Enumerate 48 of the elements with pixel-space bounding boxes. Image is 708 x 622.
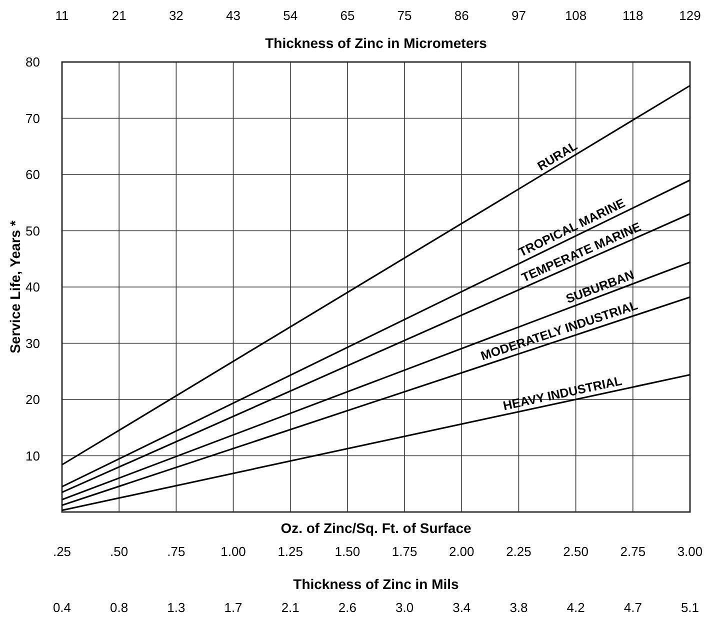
text: 2.6 <box>338 600 356 615</box>
x2-tick-label: 43 <box>226 8 241 23</box>
y-tick-label: 80 <box>26 54 40 70</box>
y-tick-label: 20 <box>26 392 40 408</box>
x-tick-label: 2.50 <box>563 544 588 559</box>
x2-tick-label: 11 <box>55 8 69 23</box>
x2-axis-title: Thickness of Zinc in Micrometers <box>265 35 488 51</box>
y-tick-label: 60 <box>26 167 40 182</box>
x2-tick-label: 129 <box>679 8 701 23</box>
x2-tick-label: 86 <box>454 8 469 23</box>
text: Thickness of Zinc in Mils <box>293 576 460 592</box>
text: 5.1 <box>680 600 700 615</box>
x-tick-label: .50 <box>110 544 128 559</box>
y-tick-label: 30 <box>26 336 40 351</box>
y-tick-label: 50 <box>26 223 40 238</box>
x-tick-label: 3.00 <box>677 544 703 559</box>
text: 0.8 <box>110 600 128 615</box>
x2-tick-label: 21 <box>112 8 126 23</box>
text: 4.7 <box>624 600 642 615</box>
x-tick-label: 1.50 <box>334 544 360 559</box>
x-tick-label: 2.75 <box>620 544 646 559</box>
text: 0.4 <box>52 600 72 615</box>
y-tick-label: 10 <box>26 448 40 464</box>
x2-tick-label: 54 <box>283 8 298 23</box>
y-tick-label: 40 <box>26 280 40 295</box>
x-tick-label: 2.00 <box>448 544 474 559</box>
x-axis-title: Oz. of Zinc/Sq. Ft. of Surface <box>280 520 472 536</box>
text: 3.8 <box>510 600 528 615</box>
text: 2.1 <box>281 600 300 615</box>
x-tick-label: 1.25 <box>278 544 304 559</box>
x2-tick-label: 75 <box>397 8 412 23</box>
x2-tick-label: 97 <box>511 8 526 23</box>
x-tick-label: 1.75 <box>392 544 418 559</box>
text: 3.0 <box>396 600 414 615</box>
y-tick-label: 70 <box>26 110 40 126</box>
text: 4.2 <box>566 600 585 615</box>
text: 1.3 <box>167 600 186 615</box>
x-tick-label: 2.25 <box>506 544 532 559</box>
x2-tick-label: 118 <box>622 8 644 23</box>
x2-tick-label: 65 <box>340 8 355 23</box>
x2-tick-label: 108 <box>564 8 587 23</box>
x-tick-label: .75 <box>167 544 186 559</box>
x-tick-label: .25 <box>52 544 72 559</box>
x-tick-label: 1.00 <box>220 544 246 559</box>
text: 1.7 <box>224 600 242 615</box>
text: 3.4 <box>452 600 471 615</box>
x2-tick-label: 32 <box>168 8 184 23</box>
y-axis-title: Service Life, Years * <box>7 220 23 354</box>
